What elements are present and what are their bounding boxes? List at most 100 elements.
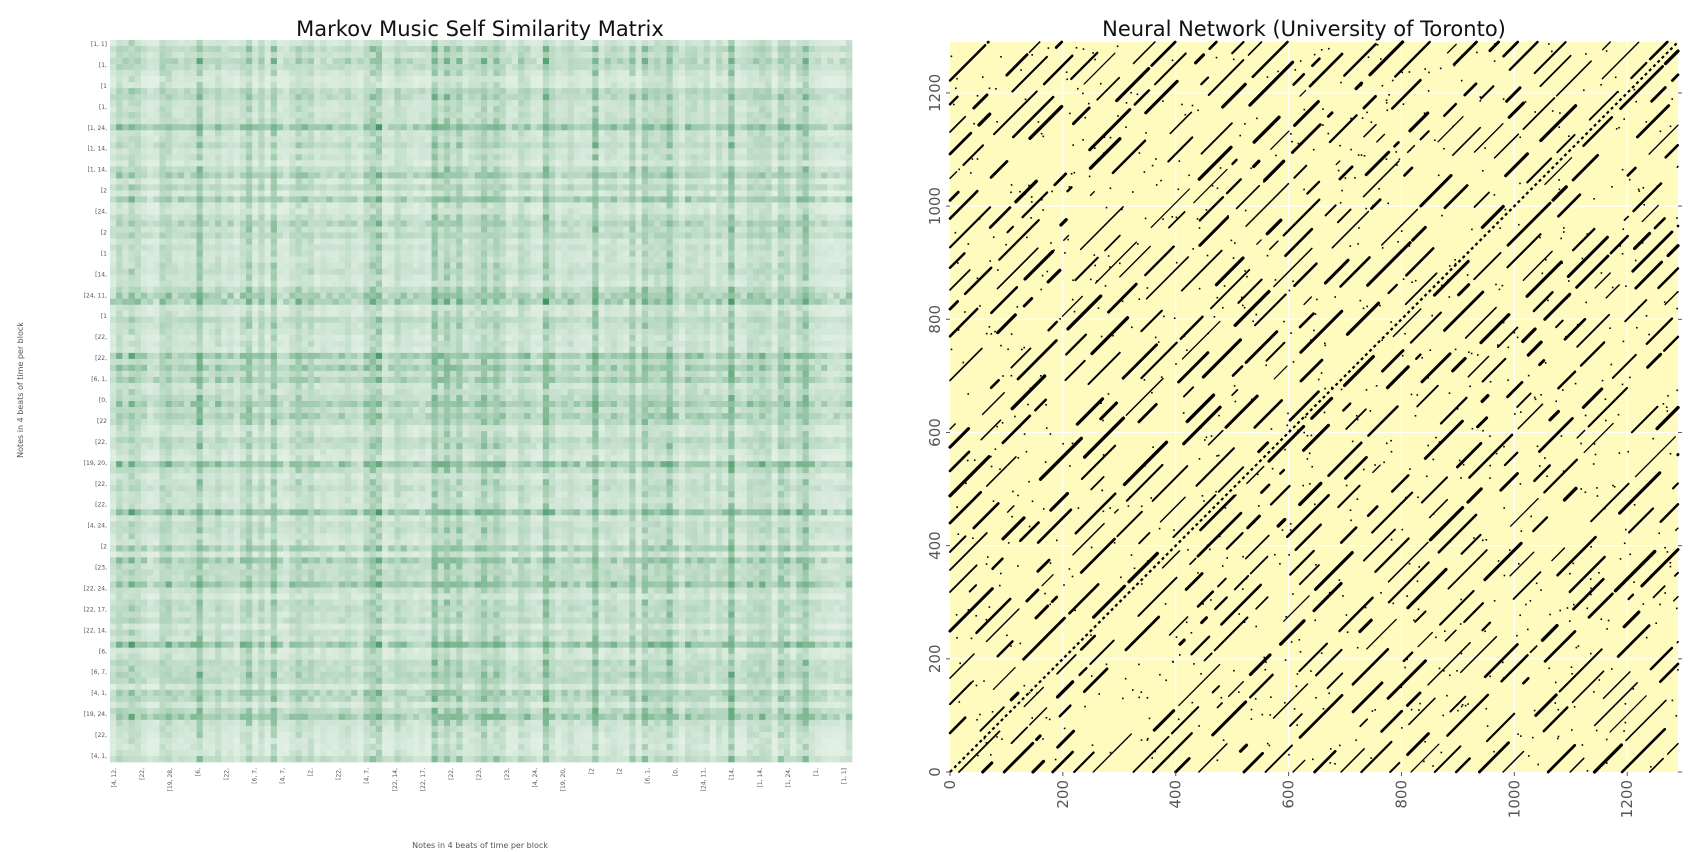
- heatmap-cell: [221, 202, 228, 209]
- heatmap-cell: [783, 142, 791, 149]
- heatmap-cell: [598, 64, 606, 71]
- heatmap-cell: [178, 262, 185, 269]
- heatmap-cell: [802, 160, 810, 167]
- heatmap-cell: [610, 46, 618, 53]
- heatmap-cell: [555, 286, 562, 294]
- heatmap-cell: [709, 46, 717, 53]
- heatmap-cell: [344, 274, 352, 282]
- heatmap-cell: [604, 160, 612, 167]
- heatmap-cell: [338, 130, 346, 137]
- heatmap-cell: [549, 286, 556, 294]
- heatmap-cell: [579, 184, 587, 191]
- heatmap-cell: [227, 262, 235, 269]
- heatmap-cell: [827, 130, 834, 137]
- heatmap-cell: [783, 130, 791, 137]
- heatmap-cell: [839, 268, 847, 275]
- heatmap-cell: [338, 166, 346, 173]
- heatmap-cell: [437, 196, 445, 203]
- heatmap-cell: [289, 256, 296, 263]
- heatmap-cell: [740, 100, 748, 107]
- heatmap-cell: [289, 214, 296, 221]
- heatmap-cell: [734, 76, 742, 83]
- heatmap-cell: [276, 76, 284, 83]
- heatmap-cell: [511, 82, 519, 89]
- heatmap-cell: [660, 148, 667, 155]
- heatmap-cell: [184, 154, 191, 161]
- heatmap-cell: [208, 100, 216, 107]
- heatmap-cell: [357, 112, 364, 119]
- heatmap-cell: [722, 208, 729, 215]
- heatmap-cell: [777, 226, 785, 233]
- heatmap-cell: [159, 262, 166, 269]
- heatmap-cell: [703, 226, 711, 233]
- heatmap-cell: [425, 244, 432, 251]
- heatmap-cell: [814, 184, 822, 191]
- heatmap-cell: [134, 154, 142, 161]
- heatmap-cell: [790, 70, 797, 77]
- heatmap-cell: [369, 238, 377, 245]
- heatmap-cell: [178, 142, 185, 149]
- heatmap-cell: [493, 142, 500, 149]
- heatmap-cell: [845, 190, 853, 197]
- heatmap-cell: [610, 262, 618, 269]
- heatmap-cell: [765, 244, 772, 251]
- heatmap-cell: [740, 250, 748, 257]
- heatmap-cell: [412, 100, 420, 107]
- heatmap-cell: [499, 124, 507, 131]
- heatmap-cell: [406, 190, 414, 197]
- heatmap-cell: [567, 142, 575, 149]
- heatmap-cell: [431, 88, 439, 95]
- heatmap-cell: [320, 124, 327, 131]
- heatmap-cell: [536, 148, 544, 155]
- heatmap-cell: [320, 244, 327, 251]
- heatmap-cell: [536, 262, 544, 269]
- heatmap-cell: [518, 178, 525, 185]
- heatmap-cell: [549, 232, 556, 239]
- heatmap-cell: [511, 208, 519, 215]
- heatmap-cell: [246, 226, 253, 233]
- heatmap-cell: [530, 160, 537, 167]
- heatmap-cell: [456, 214, 463, 221]
- heatmap-cell: [833, 160, 840, 167]
- heatmap-cell: [320, 268, 327, 275]
- heatmap-cell: [388, 124, 395, 131]
- heatmap-cell: [536, 190, 544, 197]
- heatmap-cell: [604, 58, 612, 65]
- heatmap-cell: [654, 214, 661, 221]
- heatmap-cell: [814, 82, 822, 89]
- heatmap-cell: [734, 184, 742, 191]
- heatmap-cell: [363, 130, 371, 137]
- heatmap-cell: [549, 226, 556, 233]
- heatmap-cell: [233, 118, 241, 125]
- heatmap-cell: [474, 196, 482, 203]
- heatmap-cell: [425, 76, 432, 83]
- heatmap-cell: [672, 172, 680, 179]
- heatmap-cell: [598, 232, 606, 239]
- heatmap-cell: [215, 148, 222, 155]
- heatmap-cell: [295, 94, 303, 101]
- heatmap-cell: [783, 208, 791, 215]
- heatmap-cell: [314, 64, 321, 71]
- heatmap-cell: [759, 100, 766, 107]
- heatmap-cell: [252, 262, 259, 269]
- heatmap-cell: [301, 52, 309, 59]
- heatmap-cell: [264, 94, 272, 101]
- heatmap-cell: [357, 46, 364, 53]
- heatmap-cell: [746, 124, 754, 131]
- heatmap-cell: [202, 226, 210, 233]
- heatmap-cell: [586, 58, 593, 65]
- heatmap-cell: [678, 256, 686, 263]
- heatmap-cell: [233, 202, 241, 209]
- heatmap-cell: [740, 64, 748, 71]
- heatmap-cell: [258, 160, 265, 167]
- heatmap-cell: [796, 70, 803, 77]
- heatmap-cell: [715, 232, 723, 239]
- heatmap-cell: [833, 256, 840, 263]
- heatmap-cell: [326, 268, 333, 275]
- heatmap-cell: [678, 154, 686, 161]
- heatmap-cell: [375, 232, 383, 239]
- heatmap-cell: [326, 82, 333, 89]
- heatmap-cell: [437, 142, 445, 149]
- heatmap-cell: [171, 214, 179, 221]
- heatmap-cell: [406, 64, 414, 71]
